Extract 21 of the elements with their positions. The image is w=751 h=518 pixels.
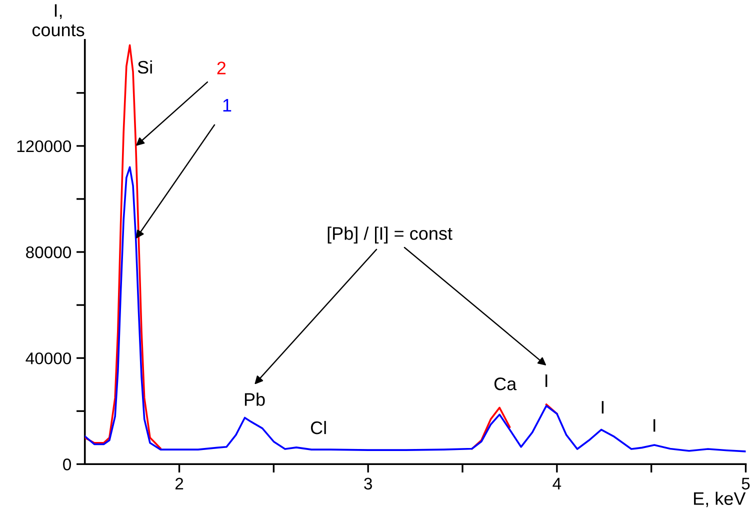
annotation: Ca: [494, 377, 517, 390]
y-tick-label: 40000: [26, 352, 72, 364]
line-series: [84, 166, 746, 452]
y-tick-label: 0: [63, 458, 72, 470]
text: 1: [223, 99, 232, 112]
annotation: Pb: [244, 392, 265, 406]
annotation: I: [546, 374, 548, 387]
x-tick-label: 5: [742, 478, 750, 490]
x-tick-label: 3: [364, 478, 372, 490]
y-tick-label: 120000: [17, 140, 72, 152]
x-tick-label: 2: [175, 478, 184, 490]
y-axis-title: I, counts: [32, 4, 84, 36]
annotation: [Pb] / [I] = const: [328, 226, 452, 244]
x-axis-title: E, keV: [694, 492, 746, 508]
annotation: Cl: [310, 420, 326, 434]
annotation: I: [654, 419, 656, 432]
annotation: Si: [138, 60, 152, 74]
text: 2: [217, 62, 226, 74]
y-tick-label: 80000: [26, 246, 72, 258]
annotation: I: [602, 401, 604, 414]
x-tick-label: 4: [552, 478, 562, 490]
